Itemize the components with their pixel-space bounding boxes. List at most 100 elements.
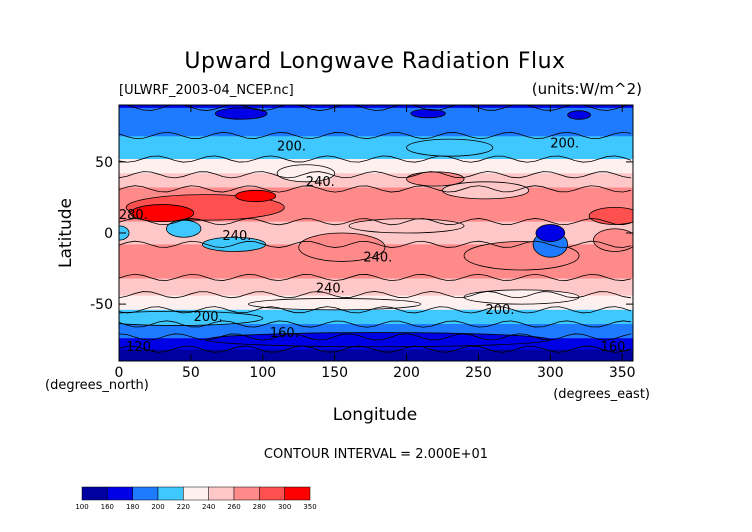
contour-line — [119, 240, 632, 248]
x-unit-note: (degrees_east) — [553, 387, 650, 402]
colorbar-level-label: 300 — [278, 503, 291, 511]
zonal-band — [119, 358, 633, 361]
zonal-band — [119, 156, 633, 160]
zonal-band — [119, 292, 633, 297]
colorbar-level-label: 160 — [101, 503, 114, 511]
zonal-band — [119, 233, 633, 237]
zonal-band — [119, 153, 633, 157]
zonal-band — [119, 315, 633, 319]
y-unit-note: (degrees_north) — [45, 378, 149, 393]
contour-region — [201, 236, 267, 252]
zonal-band — [119, 122, 633, 126]
contour-region — [535, 224, 566, 242]
zonal-band — [119, 349, 633, 354]
plot-area: 200. 240. 280. 240. 240. 240. 200. 200. 200. 160.… — [90, 104, 636, 381]
zonal-band — [119, 144, 633, 149]
contour-labels-layer: 200. 240. 280. 240. 240. 240. 200. 200. 200. 160.… — [119, 137, 630, 355]
zonal-band — [119, 264, 633, 268]
zonal-band — [119, 150, 633, 154]
contour-region — [247, 298, 422, 311]
zonal-band — [119, 355, 633, 359]
colorbar-level-label: 180 — [126, 503, 139, 511]
colorbar-swatch — [208, 486, 235, 501]
contour-line — [119, 291, 632, 299]
zonal-band — [119, 124, 633, 129]
zonal-band — [119, 159, 633, 163]
contour-label: 200. — [277, 140, 306, 155]
zonal-band — [119, 164, 633, 169]
zonal-band — [119, 278, 633, 282]
colorbar-swatch — [132, 486, 159, 501]
contour-region — [442, 181, 530, 200]
colorbar-swatch — [284, 486, 311, 501]
contour-region — [410, 108, 446, 119]
contour-label: 200. — [194, 310, 223, 325]
colorbar-level-label: 220 — [177, 503, 190, 511]
zonal-band — [119, 281, 633, 285]
contour-label: 240. — [306, 175, 335, 190]
contour-interval-note: CONTOUR INTERVAL = 2.000E+01 — [264, 447, 488, 462]
zonal-band — [119, 326, 633, 331]
colorbar-level-label: 240 — [202, 503, 215, 511]
colorbar-level-label: 260 — [227, 503, 240, 511]
colorbar-swatch — [233, 486, 260, 501]
zonal-band — [119, 110, 633, 115]
colorbar-level-label: 100 — [75, 503, 88, 511]
contour-region — [166, 219, 202, 238]
zonal-band — [119, 255, 633, 260]
contour-line — [119, 171, 632, 179]
zonal-band — [119, 141, 633, 146]
zonal-band — [119, 178, 633, 183]
colorbar-level-label: 200 — [151, 503, 164, 511]
contour-line — [119, 105, 631, 111]
zonal-band — [119, 204, 633, 208]
contour-line — [119, 306, 632, 314]
zonal-band — [119, 213, 633, 217]
x-axis-label: Longitude — [333, 405, 418, 425]
y-tick-label: 50 — [95, 155, 113, 171]
zonal-band — [119, 127, 633, 132]
zonal-band — [119, 312, 633, 317]
contour-label: 200. — [550, 137, 579, 152]
zonal-band — [119, 187, 633, 191]
zonal-band — [119, 190, 633, 194]
x-axis-ticks: 0 50 100 150 200 250 300 350 — [115, 105, 636, 381]
contour-region — [130, 204, 195, 223]
contour-line — [119, 218, 632, 226]
zonal-band — [119, 170, 633, 174]
zonal-band — [119, 321, 633, 325]
zonal-band — [119, 136, 633, 140]
contour-line — [119, 273, 632, 282]
zonal-band — [119, 210, 633, 214]
contour-label: 160. — [270, 326, 299, 341]
units-label: (units:W/m^2) — [532, 80, 642, 98]
colorbar-level-label: 280 — [253, 503, 266, 511]
x-tick-label: 0 — [115, 365, 124, 381]
y-tick-label: -50 — [90, 297, 113, 313]
contour-detail-layer — [119, 105, 633, 353]
zonal-band — [119, 133, 633, 137]
zonal-band — [119, 139, 633, 143]
zonal-band — [119, 275, 633, 280]
zonal-band — [119, 272, 633, 277]
zonal-band — [119, 258, 633, 263]
zonal-band — [119, 207, 633, 211]
colorbar-swatch — [183, 486, 209, 501]
contour-line — [119, 131, 632, 140]
contour-region — [214, 107, 268, 120]
zonal-band — [119, 284, 633, 288]
zonal-band — [119, 193, 633, 197]
zonal-band — [119, 269, 633, 274]
zonal-band — [119, 215, 633, 220]
contour-label: 240. — [363, 250, 392, 265]
zonal-band — [119, 261, 633, 265]
contour-region — [235, 189, 277, 203]
zonal-band — [119, 167, 633, 172]
x-tick-label: 300 — [537, 365, 564, 381]
zonal-band — [119, 329, 633, 334]
contour-line — [119, 333, 632, 341]
contour-region — [348, 218, 465, 234]
y-axis-ticks: -50 0 50 — [90, 155, 633, 313]
contour-label: 280. — [119, 208, 148, 223]
